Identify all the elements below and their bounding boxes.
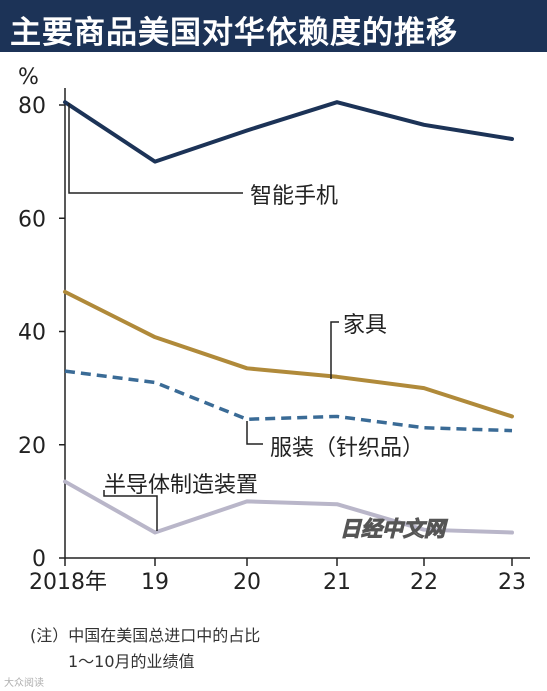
series-label-leader xyxy=(246,421,263,445)
y-unit-label: % xyxy=(18,65,39,90)
x-tick-label: 21 xyxy=(323,570,351,595)
y-tick-label: 60 xyxy=(18,207,46,232)
x-tick-label: 19 xyxy=(141,570,169,595)
footnote-line-2: 1～10月的业绩值 xyxy=(68,652,195,671)
title-bar: 主要商品美国对华依赖度的推移 xyxy=(0,0,547,52)
series-line-4 xyxy=(63,479,514,535)
series-line-3 xyxy=(64,369,513,433)
chart-title: 主要商品美国对华依赖度的推移 xyxy=(10,15,458,51)
series-label-leader xyxy=(103,490,158,531)
series-label: 家具 xyxy=(343,313,387,338)
series-line-2 xyxy=(63,289,514,419)
y-tick-label: 0 xyxy=(32,547,46,572)
series-label-leader xyxy=(330,321,339,379)
x-tick-label: 23 xyxy=(498,570,526,595)
y-tick-label: 20 xyxy=(18,434,46,459)
series-label-leader xyxy=(68,103,243,194)
series-label: 半导体制造装置 xyxy=(104,473,258,498)
footnote-line-1: (注）中国在美国总进口中的占比 xyxy=(30,626,261,645)
x-tick-label: 20 xyxy=(233,570,261,595)
corner-watermark: 大众阅读 xyxy=(4,678,44,689)
series-label: 智能手机 xyxy=(250,184,338,209)
watermark-logo: 日经中文网 xyxy=(340,517,448,541)
x-tick-label: 22 xyxy=(410,570,438,595)
x-tick-label: 2018年 xyxy=(29,570,107,595)
series-line-1 xyxy=(63,100,514,164)
y-tick-label: 80 xyxy=(18,94,46,119)
series-label: 服装（针织品） xyxy=(270,436,424,461)
y-tick-label: 40 xyxy=(18,321,46,346)
